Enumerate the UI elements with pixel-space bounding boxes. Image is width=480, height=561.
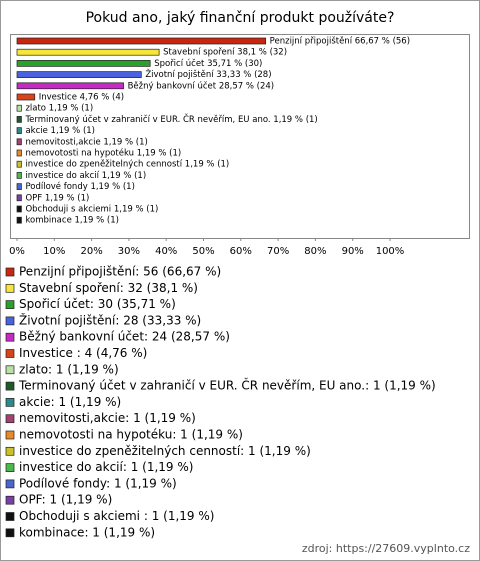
- x-tick-label: 70%: [267, 246, 289, 257]
- bar: [16, 93, 36, 101]
- legend-swatch: [5, 381, 15, 391]
- bar: [16, 60, 151, 67]
- bar: [16, 149, 22, 157]
- bar: [16, 82, 124, 90]
- x-tick-label: 80%: [304, 246, 326, 257]
- legend-label: Běžný bankovní účet: 24 (28,57 %): [19, 330, 230, 344]
- bar: [16, 172, 22, 179]
- legend-label: Penzijní připojištění: 56 (66,67 %): [19, 265, 221, 279]
- legend-label: investice do akcií: 1 (1,19 %): [19, 460, 193, 474]
- x-tick-label: 50%: [192, 246, 214, 257]
- legend-label: zlato: 1 (1,19 %): [19, 362, 119, 376]
- bar-label: zlato 1,19 % (1): [25, 104, 93, 114]
- legend-swatch: [5, 463, 15, 472]
- legend-swatch: [5, 332, 15, 342]
- legend-swatch: [5, 512, 15, 521]
- x-tick-label: 30%: [118, 246, 140, 257]
- bar-label: investice do zpeněžitelných cenností 1,1…: [25, 160, 229, 170]
- chart-title: Pokud ano, jaký finanční produkt používá…: [86, 10, 395, 26]
- x-tick-label: 20%: [80, 246, 102, 257]
- legend-swatch: [5, 479, 15, 489]
- bar-label: OPF 1,19 % (1): [25, 193, 89, 203]
- bar: [16, 160, 22, 168]
- legend-swatch: [5, 316, 15, 326]
- legend-label: nemovitosti,akcie: 1 (1,19 %): [19, 411, 196, 425]
- x-tick-label: 100%: [376, 246, 405, 257]
- x-tick-label: 60%: [230, 246, 252, 257]
- bar: [16, 138, 22, 146]
- legend-swatch: [5, 495, 15, 505]
- legend-label: kombinace: 1 (1,19 %): [19, 525, 155, 539]
- legend-swatch: [5, 446, 15, 456]
- legend-swatch: [5, 267, 15, 277]
- x-tick-label: 0%: [9, 246, 25, 257]
- bar-label: Stavební spoření 38,1 % (32): [163, 48, 287, 58]
- bar: [16, 194, 22, 202]
- source: zdroj: https://27609.vyplnto.cz: [302, 542, 470, 555]
- bar-label: Obchoduji s akciemi 1,19 % (1): [25, 205, 158, 215]
- legend-label: Terminovaný účet v zahraničí v EUR. ČR n…: [18, 378, 436, 393]
- legend-swatch: [5, 300, 15, 309]
- x-tick-label: 40%: [155, 246, 177, 257]
- bar: [16, 48, 160, 56]
- legend-swatch: [5, 414, 15, 424]
- bar: [16, 116, 22, 123]
- plot-area: [10, 34, 470, 239]
- legend-swatch: [5, 430, 15, 440]
- bar-label: Investice 4,76 % (4): [39, 93, 124, 103]
- legend-swatch: [5, 528, 15, 538]
- bar: [16, 37, 267, 45]
- bar-label: investice do akcií 1,19 % (1): [25, 171, 146, 181]
- legend-label: nemovotosti na hypotéku: 1 (1,19 %): [19, 428, 243, 442]
- bar-label: Běžný bankovní účet 28,57 % (24): [128, 80, 275, 91]
- legend-swatch: [5, 349, 15, 358]
- legend-label: Investice : 4 (4,76 %): [19, 346, 147, 360]
- bar-label: Penzijní připojištění 66,67 % (56): [270, 36, 410, 47]
- bar-label: nemovotosti na hypotéku 1,19 % (1): [25, 148, 181, 159]
- legend-label: Stavební spoření: 32 (38,1 %): [19, 281, 198, 295]
- bar-label: akcie 1,19 % (1): [25, 126, 95, 136]
- legend-label: akcie: 1 (1,19 %): [19, 395, 121, 409]
- bar: [16, 104, 22, 112]
- legend-label: investice do zpeněžitelných cenností: 1 …: [19, 444, 311, 458]
- bar-label: Terminovaný účet v zahraničí v EUR. ČR n…: [24, 113, 317, 125]
- bar: [16, 127, 22, 134]
- bar-label: Spořicí účet 35,71 % (30): [154, 58, 262, 69]
- bar: [16, 71, 142, 78]
- bar-label: kombinace 1,19 % (1): [25, 216, 119, 226]
- legend-label: OPF: 1 (1,19 %): [19, 493, 112, 507]
- bar: [16, 216, 22, 224]
- bar: [16, 183, 22, 190]
- legend-swatch: [5, 365, 15, 375]
- bar: [16, 205, 22, 213]
- bar-label: Životní pojištění 33,33 % (28): [145, 68, 271, 80]
- legend-label: Obchoduji s akciemi : 1 (1,19 %): [19, 509, 214, 523]
- bar-label: Podílové fondy 1,19 % (1): [25, 181, 134, 192]
- legend-swatch: [5, 283, 15, 293]
- x-tick-label: 10%: [43, 246, 65, 257]
- x-tick-label: 90%: [342, 246, 364, 257]
- legend-label: Podílové fondy: 1 (1,19 %): [19, 476, 177, 490]
- legend-label: Životní pojištění: 28 (33,33 %): [19, 312, 201, 327]
- bar-label: nemovitosti,akcie 1,19 % (1): [25, 137, 147, 147]
- legend-label: Spořicí účet: 30 (35,71 %): [19, 297, 176, 311]
- legend-swatch: [5, 398, 15, 407]
